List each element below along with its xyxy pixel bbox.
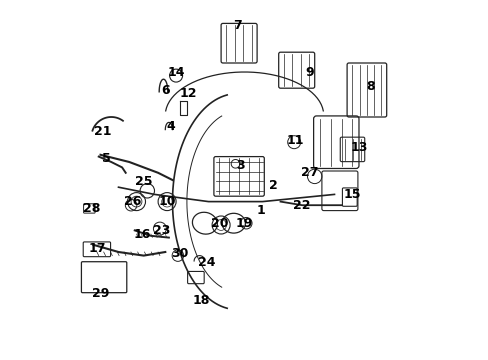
Text: 7: 7 bbox=[232, 19, 241, 32]
Text: 25: 25 bbox=[135, 175, 152, 188]
Text: 3: 3 bbox=[236, 159, 244, 172]
Text: 23: 23 bbox=[153, 224, 170, 237]
Text: 21: 21 bbox=[93, 125, 111, 138]
Text: 9: 9 bbox=[305, 66, 313, 78]
Text: 1: 1 bbox=[256, 204, 264, 217]
Text: 4: 4 bbox=[166, 120, 175, 132]
Text: 24: 24 bbox=[198, 256, 215, 269]
Text: 17: 17 bbox=[88, 242, 105, 255]
Text: 22: 22 bbox=[293, 199, 310, 212]
Text: 19: 19 bbox=[235, 217, 253, 230]
Text: 14: 14 bbox=[167, 66, 184, 78]
Text: 5: 5 bbox=[102, 152, 110, 165]
Text: 6: 6 bbox=[161, 84, 169, 96]
Text: 30: 30 bbox=[171, 247, 188, 260]
Text: 26: 26 bbox=[124, 195, 142, 208]
Text: 29: 29 bbox=[92, 287, 109, 300]
Text: 2: 2 bbox=[268, 179, 277, 192]
Text: 16: 16 bbox=[133, 228, 150, 240]
Text: 12: 12 bbox=[180, 87, 197, 100]
Text: 20: 20 bbox=[210, 217, 227, 230]
Text: 18: 18 bbox=[192, 294, 209, 307]
Text: 13: 13 bbox=[350, 141, 367, 154]
Text: 11: 11 bbox=[285, 134, 303, 147]
Text: 8: 8 bbox=[366, 80, 374, 93]
Text: 27: 27 bbox=[300, 166, 317, 179]
Text: 15: 15 bbox=[343, 188, 361, 201]
Text: 10: 10 bbox=[158, 195, 176, 208]
Text: 28: 28 bbox=[82, 202, 100, 215]
